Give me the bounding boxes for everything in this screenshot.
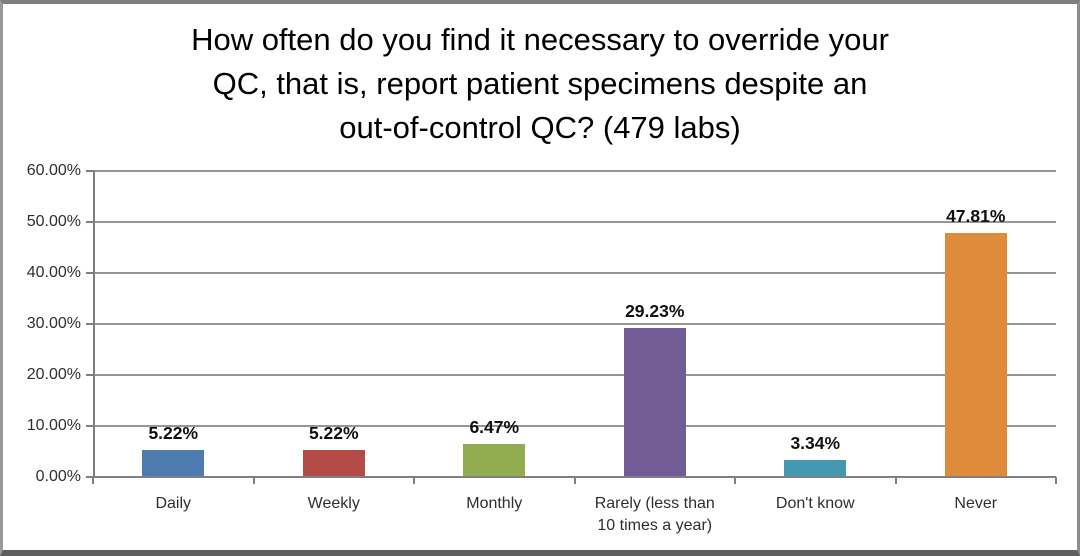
y-axis-tick-40 [86,272,94,274]
x-category-label-line: Daily [155,495,192,512]
y-tick-label-50: 50.00% [26,213,81,230]
y-axis-tick-50 [86,221,94,223]
y-axis-line [93,171,95,477]
x-category-label-line: Weekly [307,495,360,512]
bar-monthly [463,444,526,477]
y-axis-tick-60 [86,170,94,172]
chart-title-line-3: out-of-control QC? (479 labs) [339,110,741,145]
y-axis-tick-0 [86,476,94,478]
x-category-label-line: Monthly [466,495,523,512]
chart-title: How often do you find it necessary to ov… [3,18,1077,150]
x-category-label-0: Daily [93,493,254,515]
x-axis-tick-0 [92,477,94,484]
y-tick-label-60: 60.00% [26,162,81,179]
x-category-label-line: 10 times a year) [597,517,713,534]
x-axis-tick-3 [573,477,576,484]
bar-value-label-5: 47.81% [946,206,1006,227]
plot-area: 0.00% 10.00% 20.00% 30.00% 40.00% 50.00% 60.00… [27,162,1057,534]
bar-value-label-2: 6.47% [469,417,520,438]
x-category-label-1: Weekly [254,493,415,515]
bar-rarely-less-than-10-times-a-year [623,327,686,477]
x-category-label-2: Monthly [414,493,575,515]
gridline-40 [93,272,1056,274]
bar-weekly [302,450,365,477]
bar-value-label-3: 29.23% [625,300,685,321]
x-axis-line [93,476,1056,478]
gridline-10 [93,425,1056,427]
y-tick-label-40: 40.00% [26,264,81,281]
x-axis-tick-4 [734,477,736,484]
y-axis-tick-10 [86,425,94,427]
x-category-label-line: Never [954,495,998,512]
bar-don-t-know [784,459,847,477]
y-tick-label-10: 10.00% [26,417,81,434]
gridline-60 [93,170,1056,172]
x-category-label-line: Don't know [775,495,855,512]
x-category-label-3: Rarely (less than 10 times a year) [575,493,736,537]
bar-value-label-4: 3.34% [790,432,841,453]
y-axis-tick-20 [86,374,94,376]
y-axis-tick-30 [86,323,94,325]
x-category-label-5: Never [896,493,1057,515]
y-tick-label-0: 0.00% [35,468,81,485]
bar-value-label-1: 5.22% [308,423,359,444]
chart-title-line-2: QC, that is, report patient specimens de… [212,66,868,101]
x-axis-tick-6 [1055,477,1057,484]
bar-value-label-0: 5.22% [148,423,199,444]
x-category-label-line: Rarely (less than [594,495,715,512]
y-tick-label-20: 20.00% [26,366,81,383]
y-tick-label-30: 30.00% [26,315,81,332]
chart-title-line-1: How often do you find it necessary to ov… [191,22,889,57]
gridline-20 [93,374,1056,376]
x-category-label-4: Don't know [735,493,896,515]
x-axis-tick-2 [413,477,415,484]
bar-daily [142,450,205,477]
bar-never [944,233,1007,477]
x-axis-tick-1 [252,477,255,484]
gridline-50 [93,221,1056,223]
gridline-30 [93,323,1056,325]
x-axis-tick-5 [894,477,897,484]
